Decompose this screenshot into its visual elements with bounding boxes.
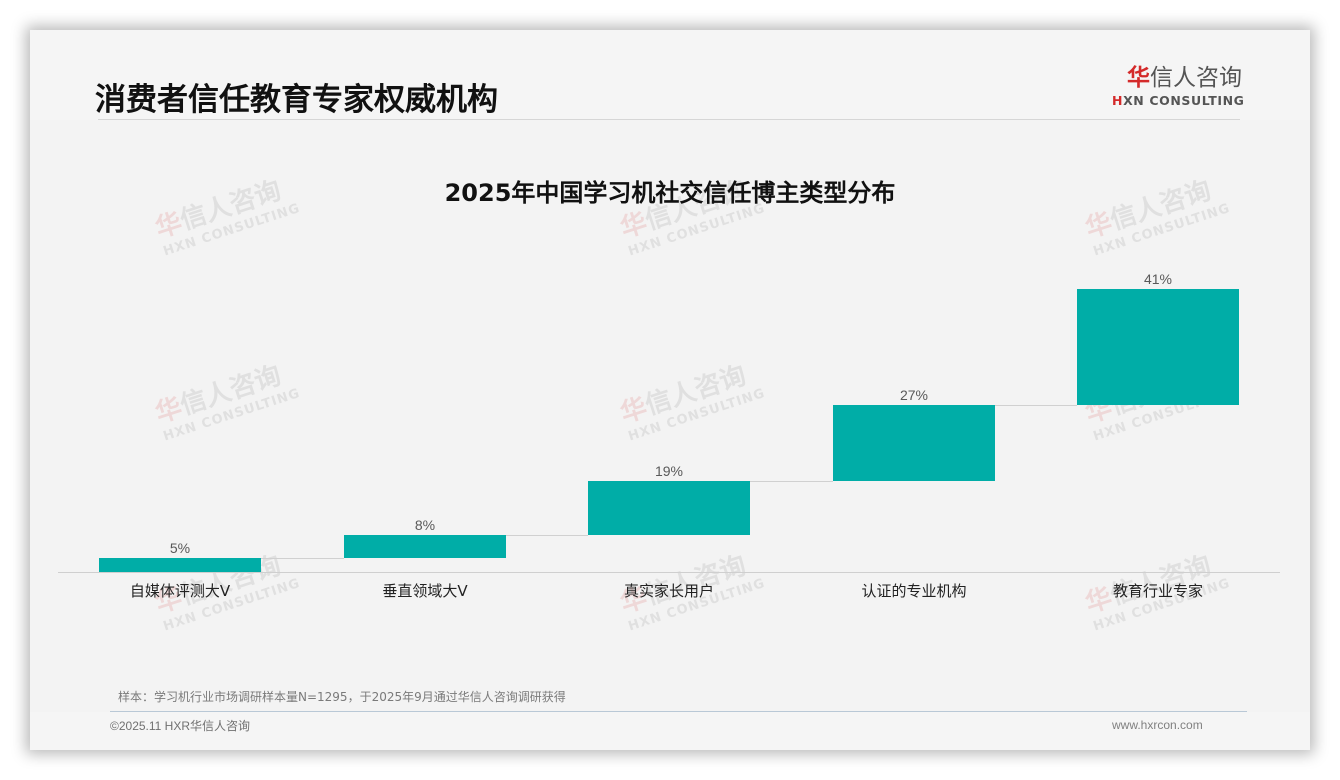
connector-line [261,558,344,559]
bar-4 [833,405,995,481]
sample-note: 样本：学习机行业市场调研样本量N=1295，于2025年9月通过华信人咨询调研获… [118,690,566,704]
logo-cn: 华信人咨询 [1127,65,1242,91]
footer-divider [110,711,1247,712]
waterfall-chart: 5% 自媒体评测大V 8% 垂直领域大V 19% 真实家长用户 27% 认证的专业机构 41% 教… [30,30,1310,750]
title-divider [98,119,1240,120]
brand-logo: 华信人咨询 HXN CONSULTING [1112,64,1245,108]
bar-value-label: 8% [414,517,436,533]
bar-5 [1077,289,1239,405]
bar-2 [344,535,506,558]
slide-card: 消费者信任教育专家权威机构 华信人咨询 HXN CONSULTING 华信人咨询… [30,30,1310,750]
chart-title: 2025年中国学习机社交信任博主类型分布 [444,179,896,207]
website-link[interactable]: www.hxrcon.com [1112,718,1203,732]
bar-value-label: 5% [169,540,191,556]
footer-band [30,712,1310,750]
copyright: ©2025.11 HXR华信人咨询 [110,719,250,733]
category-label: 教育行业专家 [1112,582,1203,600]
page-title: 消费者信任教育专家权威机构 [95,82,498,118]
category-label: 认证的专业机构 [861,582,967,600]
logo-en: HXN CONSULTING [1112,93,1245,108]
bar-3 [588,481,750,535]
connector-line [995,405,1077,406]
bar-value-label: 19% [654,463,684,479]
bar-value-label: 41% [1143,271,1173,287]
category-label: 自媒体评测大V [129,582,231,600]
bar-1 [99,558,261,572]
bar-value-label: 27% [899,387,929,403]
connector-line [506,535,588,536]
header-band [30,30,1310,120]
x-axis-line [58,572,1280,573]
connector-line [750,481,833,482]
category-label: 垂直领域大V [382,582,468,600]
category-label: 真实家长用户 [623,582,714,600]
